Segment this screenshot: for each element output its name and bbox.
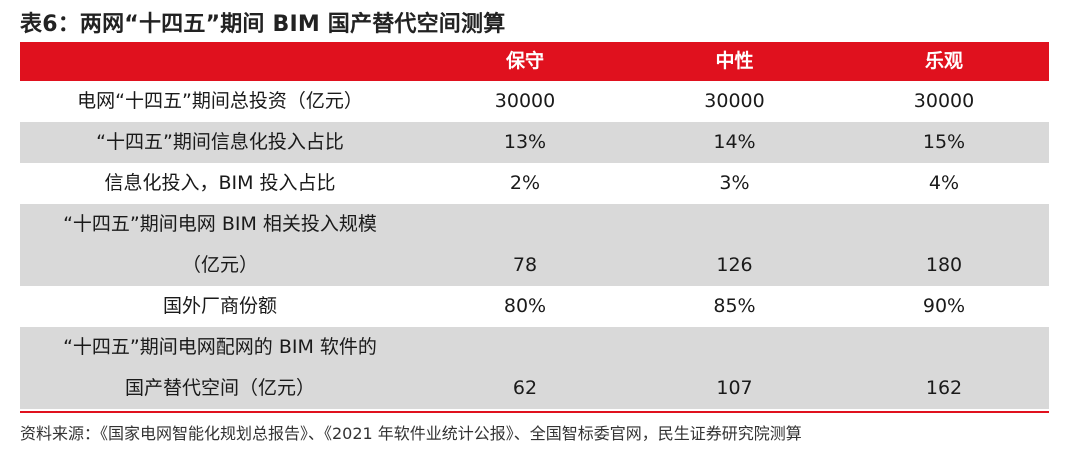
cell-neutral: 30000 [704, 90, 765, 112]
cell-conservative: 30000 [494, 90, 556, 112]
row-label-line-2: 国产替代空间（亿元） [124, 377, 315, 399]
table-row: 电网“十四五”期间总投资（亿元） 30000 30000 30000 [20, 81, 1049, 122]
cell-conservative: 13% [503, 131, 547, 153]
cell-neutral: 14% [713, 131, 756, 153]
table-row: “十四五”期间电网配网的 BIM 软件的 国产替代空间（亿元） 62 107 1… [20, 327, 1049, 409]
cell-optimistic: 30000 [913, 90, 975, 112]
cell-conservative: 80% [503, 295, 547, 317]
table-row: 国外厂商份额 80% 85% 90% [20, 286, 1049, 327]
table-title: 表6：两网“十四五”期间 BIM 国产替代空间测算 [20, 12, 506, 37]
row-label-line-1: “十四五”期间电网 BIM 相关投入规模 [63, 213, 377, 235]
row-label: “十四五”期间电网 BIM 相关投入规模 （亿元） [20, 204, 420, 286]
cell-neutral: 3% [719, 172, 750, 194]
bim-estimate-table: 保守 中性 乐观 电网“十四五”期间总投资（亿元） 30000 30000 30… [20, 42, 1049, 409]
cell-neutral: 126 [716, 254, 753, 276]
row-label: “十四五”期间信息化投入占比 [96, 131, 344, 153]
table-row: 信息化投入，BIM 投入占比 2% 3% 4% [20, 163, 1049, 204]
table-row: “十四五”期间电网 BIM 相关投入规模 （亿元） 78 126 180 [20, 204, 1049, 286]
header-optimistic: 乐观 [924, 50, 963, 72]
table-bottom-rule [20, 411, 1049, 413]
cell-optimistic: 180 [925, 254, 963, 276]
table-row: “十四五”期间信息化投入占比 13% 14% 15% [20, 122, 1049, 163]
source-note: 资料来源：《国家电网智能化规划总报告》、《2021 年软件业统计公报》、全国智标… [20, 424, 802, 443]
header-row: 保守 中性 乐观 [20, 42, 1049, 81]
cell-optimistic: 162 [925, 377, 963, 399]
cell-conservative: 78 [512, 254, 538, 276]
row-label: “十四五”期间电网配网的 BIM 软件的 国产替代空间（亿元） [20, 327, 420, 409]
cell-neutral: 85% [713, 295, 756, 317]
cell-optimistic: 4% [928, 172, 960, 194]
row-label: 电网“十四五”期间总投资（亿元） [77, 90, 363, 112]
header-conservative: 保守 [505, 50, 544, 72]
row-label: 信息化投入，BIM 投入占比 [104, 172, 336, 194]
row-label: 国外厂商份额 [162, 295, 277, 317]
row-label-line-1: “十四五”期间电网配网的 BIM 软件的 [63, 336, 377, 358]
cell-conservative: 2% [509, 172, 541, 194]
cell-optimistic: 90% [922, 295, 966, 317]
cell-neutral: 107 [716, 377, 753, 399]
header-blank [20, 42, 420, 81]
cell-conservative: 62 [512, 377, 538, 399]
row-label-line-2: （亿元） [181, 254, 258, 276]
header-neutral: 中性 [715, 50, 754, 72]
cell-optimistic: 15% [922, 131, 966, 153]
